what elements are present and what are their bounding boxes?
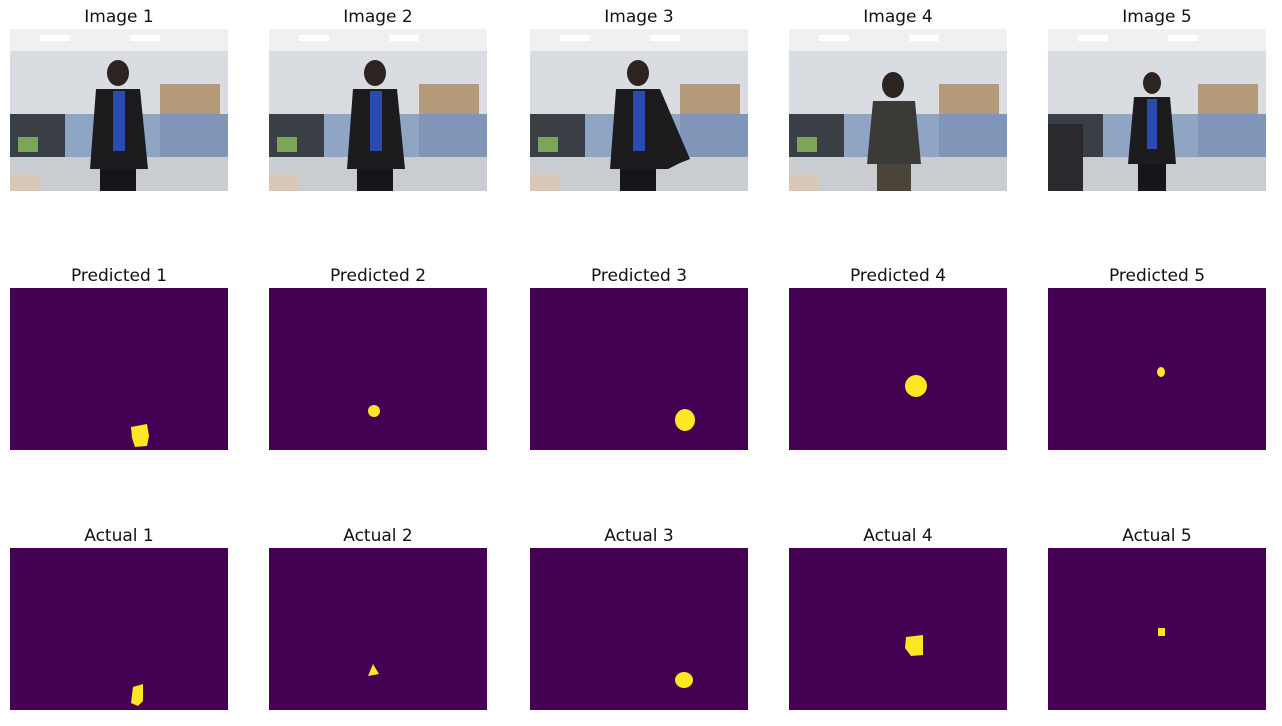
- predicted-5-mask: [1048, 288, 1266, 450]
- predicted-1-title: Predicted 1: [70, 266, 168, 286]
- predicted-5-title: Predicted 5: [1108, 266, 1206, 286]
- predicted-3-title: Predicted 3: [590, 266, 688, 286]
- predicted-4-title: Predicted 4: [849, 266, 947, 286]
- predicted-3-mask: [530, 288, 748, 450]
- predicted-1-mask: [10, 288, 228, 450]
- actual-5-mask: [1048, 548, 1266, 710]
- image-3-photo: [530, 29, 748, 191]
- image-5-photo: [1048, 29, 1266, 191]
- predicted-4-mask: [789, 288, 1007, 450]
- predicted-2-title: Predicted 2: [329, 266, 427, 286]
- image-2-photo: [269, 29, 487, 191]
- image-1-photo: [10, 29, 228, 191]
- actual-1-mask: [10, 548, 228, 710]
- actual-4-mask: [789, 548, 1007, 710]
- actual-5-title: Actual 5: [1122, 526, 1192, 546]
- actual-2-title: Actual 2: [343, 526, 413, 546]
- actual-2-mask: [269, 548, 487, 710]
- actual-3-title: Actual 3: [604, 526, 674, 546]
- image-4-photo: [789, 29, 1007, 191]
- actual-4-title: Actual 4: [863, 526, 933, 546]
- actual-3-mask: [530, 548, 748, 710]
- image-3-title: Image 3: [604, 7, 674, 27]
- image-4-title: Image 4: [863, 7, 933, 27]
- predicted-2-mask: [269, 288, 487, 450]
- image-2-title: Image 2: [343, 7, 413, 27]
- image-5-title: Image 5: [1122, 7, 1192, 27]
- actual-1-title: Actual 1: [84, 526, 154, 546]
- image-1-title: Image 1: [84, 7, 154, 27]
